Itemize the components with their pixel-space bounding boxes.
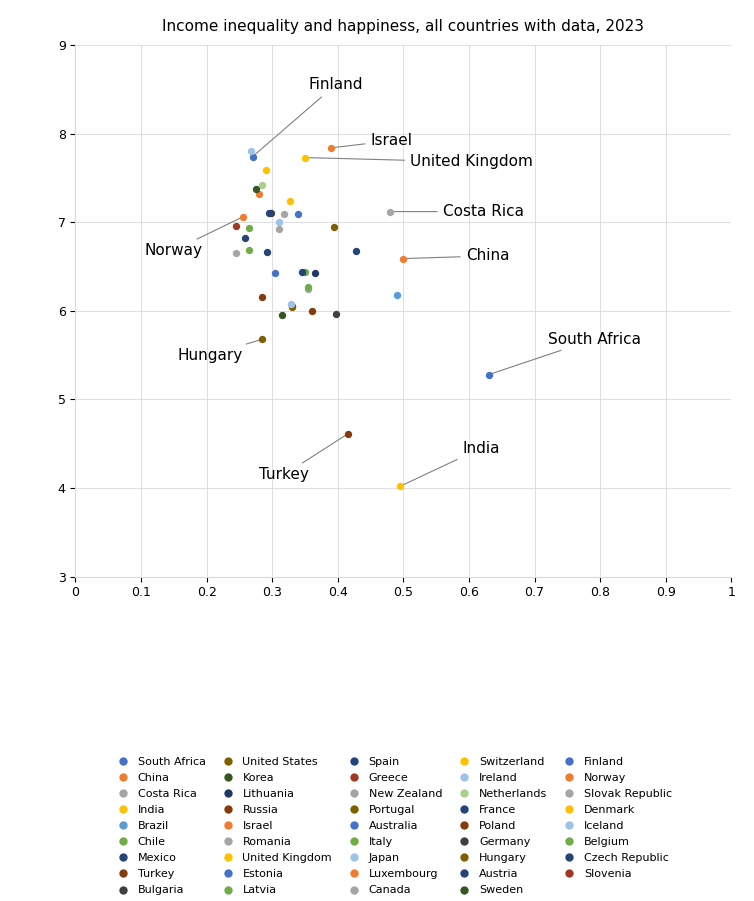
Text: Israel: Israel [334, 133, 412, 149]
Point [265, 205, 277, 220]
Point [285, 296, 297, 311]
Point [329, 307, 342, 322]
Point [286, 300, 298, 314]
Point [296, 265, 308, 279]
Point [273, 223, 285, 237]
Point [325, 141, 337, 155]
Point [273, 215, 285, 230]
Point [256, 332, 268, 346]
Point [328, 220, 340, 234]
Point [284, 194, 296, 208]
Point [293, 207, 305, 222]
Title: Income inequality and happiness, all countries with data, 2023: Income inequality and happiness, all cou… [162, 19, 645, 34]
Point [278, 207, 290, 222]
Point [243, 221, 255, 235]
Point [261, 245, 273, 259]
Point [483, 368, 495, 382]
Text: Hungary: Hungary [177, 340, 259, 362]
Point [230, 246, 242, 260]
Point [238, 231, 250, 245]
Point [245, 144, 257, 159]
Point [394, 479, 406, 494]
Point [250, 181, 262, 196]
Text: Costa Rica: Costa Rica [393, 205, 524, 219]
Point [269, 266, 281, 280]
Text: India: India [403, 441, 500, 485]
Text: United Kingdom: United Kingdom [308, 154, 533, 169]
Point [342, 427, 354, 441]
Point [253, 187, 265, 201]
Text: South Africa: South Africa [492, 332, 641, 374]
Point [385, 205, 397, 219]
Point [391, 287, 403, 302]
Point [247, 150, 259, 164]
Point [299, 150, 311, 165]
Point [397, 251, 409, 266]
Legend: South Africa, China, Costa Rica, India, Brazil, Chile, Mexico, Turkey, Bulgaria,: South Africa, China, Costa Rica, India, … [112, 757, 672, 896]
Point [256, 289, 268, 304]
Point [299, 265, 311, 279]
Point [305, 304, 317, 318]
Point [302, 281, 314, 296]
Point [263, 205, 275, 220]
Point [276, 308, 288, 323]
Point [302, 279, 314, 294]
Text: Finland: Finland [255, 77, 363, 155]
Point [259, 163, 271, 177]
Point [237, 210, 249, 224]
Text: China: China [406, 249, 509, 263]
Point [230, 219, 242, 233]
Point [286, 298, 298, 313]
Point [256, 177, 268, 192]
Point [350, 243, 362, 258]
Text: Norway: Norway [144, 218, 241, 258]
Text: Turkey: Turkey [259, 435, 345, 482]
Point [309, 266, 321, 280]
Point [244, 242, 256, 257]
